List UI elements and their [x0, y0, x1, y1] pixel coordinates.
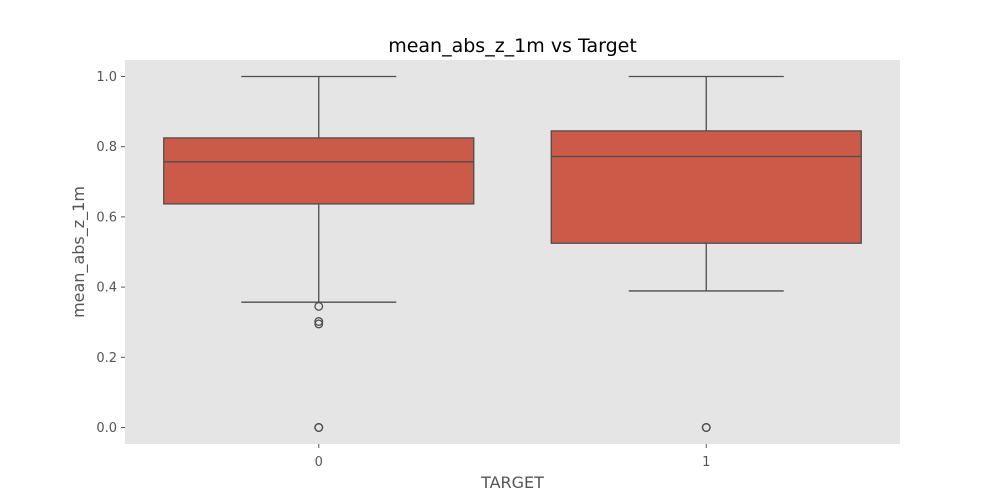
y-tick-label: 0.6 [96, 210, 117, 225]
box-body [163, 137, 475, 205]
box-group-1 [550, 75, 862, 432]
outlier-point [314, 301, 324, 311]
outlier-point [314, 319, 324, 329]
x-axis-label: TARGET [480, 473, 544, 492]
y-tick-label: 1.0 [96, 70, 117, 85]
y-tick-label: 0.4 [96, 281, 117, 296]
plot-area [125, 60, 900, 444]
y-axis: 0.0 0.2 0.4 0.6 0.8 1.0 [96, 70, 125, 436]
y-tick-label: 0.0 [96, 421, 117, 436]
chart-title: mean_abs_z_1m vs Target [388, 35, 637, 57]
outlier-point [701, 423, 711, 432]
y-tick-label: 0.2 [96, 351, 117, 366]
y-tick-label: 0.8 [96, 140, 117, 155]
box-group-0 [163, 75, 475, 432]
boxes [163, 75, 862, 432]
outlier-point [314, 423, 324, 432]
x-tick-label: 0 [315, 455, 323, 470]
y-axis-label: mean_abs_z_1m [69, 186, 89, 318]
box-body [550, 130, 862, 244]
x-tick-label: 1 [702, 455, 710, 470]
outlier-point [314, 317, 324, 326]
